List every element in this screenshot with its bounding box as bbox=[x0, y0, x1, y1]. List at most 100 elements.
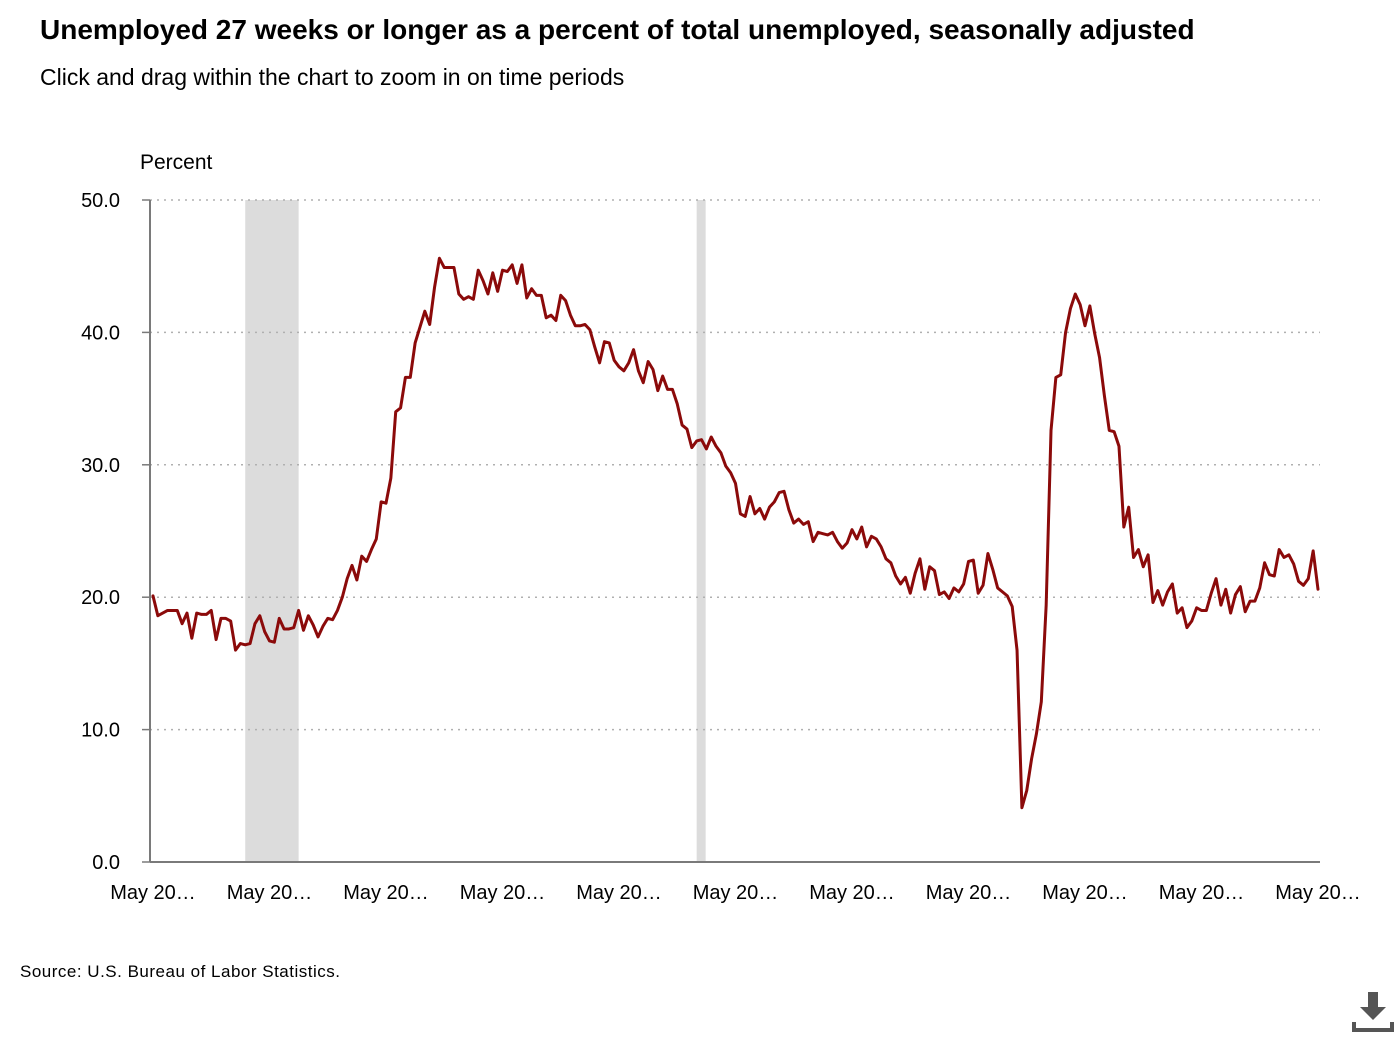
data-point[interactable] bbox=[694, 439, 698, 443]
data-point[interactable] bbox=[296, 608, 300, 612]
data-point[interactable] bbox=[1146, 553, 1150, 557]
data-point[interactable] bbox=[1243, 610, 1247, 614]
data-point[interactable] bbox=[864, 545, 868, 549]
data-point[interactable] bbox=[389, 476, 393, 480]
data-point[interactable] bbox=[165, 608, 169, 612]
data-point[interactable] bbox=[214, 637, 218, 641]
data-point[interactable] bbox=[1238, 584, 1242, 588]
data-point[interactable] bbox=[301, 628, 305, 632]
data-point[interactable] bbox=[898, 582, 902, 586]
data-point[interactable] bbox=[733, 481, 737, 485]
data-point[interactable] bbox=[1219, 603, 1223, 607]
data-point[interactable] bbox=[602, 339, 606, 343]
data-point[interactable] bbox=[199, 612, 203, 616]
data-point[interactable] bbox=[549, 313, 553, 317]
data-point[interactable] bbox=[466, 294, 470, 298]
data-point[interactable] bbox=[272, 640, 276, 644]
data-point[interactable] bbox=[554, 318, 558, 322]
data-point[interactable] bbox=[1258, 586, 1262, 590]
data-point[interactable] bbox=[748, 494, 752, 498]
data-point[interactable] bbox=[510, 263, 514, 267]
data-point[interactable] bbox=[724, 464, 728, 468]
data-point[interactable] bbox=[486, 292, 490, 296]
data-point[interactable] bbox=[253, 621, 257, 625]
data-point[interactable] bbox=[1194, 606, 1198, 610]
data-point[interactable] bbox=[923, 587, 927, 591]
data-point[interactable] bbox=[879, 545, 883, 549]
data-point[interactable] bbox=[185, 611, 189, 615]
data-point[interactable] bbox=[874, 537, 878, 541]
data-point[interactable] bbox=[952, 586, 956, 590]
data-point[interactable] bbox=[326, 616, 330, 620]
data-point[interactable] bbox=[471, 297, 475, 301]
data-point[interactable] bbox=[418, 325, 422, 329]
data-point[interactable] bbox=[374, 537, 378, 541]
data-point[interactable] bbox=[981, 583, 985, 587]
data-point[interactable] bbox=[801, 522, 805, 526]
data-point[interactable] bbox=[1015, 648, 1019, 652]
data-point[interactable] bbox=[957, 590, 961, 594]
data-point[interactable] bbox=[1131, 555, 1135, 559]
data-point[interactable] bbox=[228, 619, 232, 623]
data-point[interactable] bbox=[927, 565, 931, 569]
data-point[interactable] bbox=[1097, 355, 1101, 359]
data-point[interactable] bbox=[656, 388, 660, 392]
data-point[interactable] bbox=[180, 621, 184, 625]
data-point[interactable] bbox=[282, 627, 286, 631]
data-point[interactable] bbox=[593, 345, 597, 349]
data-point[interactable] bbox=[408, 375, 412, 379]
data-point[interactable] bbox=[826, 533, 830, 537]
data-point[interactable] bbox=[1029, 757, 1033, 761]
data-point[interactable] bbox=[1151, 600, 1155, 604]
data-point[interactable] bbox=[821, 531, 825, 535]
data-point[interactable] bbox=[1122, 525, 1126, 529]
data-point[interactable] bbox=[1136, 547, 1140, 551]
data-point[interactable] bbox=[476, 268, 480, 272]
data-point[interactable] bbox=[1262, 561, 1266, 565]
data-point[interactable] bbox=[680, 423, 684, 427]
data-point[interactable] bbox=[753, 512, 757, 516]
data-point[interactable] bbox=[316, 635, 320, 639]
data-point[interactable] bbox=[884, 557, 888, 561]
data-point[interactable] bbox=[311, 623, 315, 627]
data-point[interactable] bbox=[816, 530, 820, 534]
data-point[interactable] bbox=[1102, 394, 1106, 398]
data-point[interactable] bbox=[860, 525, 864, 529]
data-point[interactable] bbox=[1180, 606, 1184, 610]
data-point[interactable] bbox=[161, 611, 165, 615]
data-point[interactable] bbox=[811, 539, 815, 543]
data-point[interactable] bbox=[1165, 590, 1169, 594]
data-point[interactable] bbox=[559, 293, 563, 297]
data-point[interactable] bbox=[1141, 565, 1145, 569]
data-point[interactable] bbox=[224, 616, 228, 620]
data-point[interactable] bbox=[515, 281, 519, 285]
data-point[interactable] bbox=[403, 375, 407, 379]
data-point[interactable] bbox=[578, 324, 582, 328]
data-point[interactable] bbox=[670, 387, 674, 391]
data-point[interactable] bbox=[1039, 700, 1043, 704]
data-point[interactable] bbox=[636, 369, 640, 373]
data-point[interactable] bbox=[398, 406, 402, 410]
data-point[interactable] bbox=[908, 591, 912, 595]
data-point[interactable] bbox=[1199, 608, 1203, 612]
data-point[interactable] bbox=[1073, 292, 1077, 296]
data-point[interactable] bbox=[1228, 611, 1232, 615]
data-point[interactable] bbox=[563, 298, 567, 302]
data-point[interactable] bbox=[966, 559, 970, 563]
download-icon[interactable] bbox=[1350, 988, 1396, 1034]
data-point[interactable] bbox=[233, 648, 237, 652]
data-point[interactable] bbox=[427, 322, 431, 326]
data-point[interactable] bbox=[762, 517, 766, 521]
data-point[interactable] bbox=[889, 561, 893, 565]
data-point[interactable] bbox=[1093, 332, 1097, 336]
data-point[interactable] bbox=[1306, 576, 1310, 580]
data-point[interactable] bbox=[651, 367, 655, 371]
data-point[interactable] bbox=[947, 596, 951, 600]
data-point[interactable] bbox=[976, 591, 980, 595]
data-point[interactable] bbox=[1005, 594, 1009, 598]
data-point[interactable] bbox=[156, 614, 160, 618]
data-point[interactable] bbox=[631, 347, 635, 351]
data-point[interactable] bbox=[151, 594, 155, 598]
data-point[interactable] bbox=[1059, 373, 1063, 377]
data-point[interactable] bbox=[500, 268, 504, 272]
